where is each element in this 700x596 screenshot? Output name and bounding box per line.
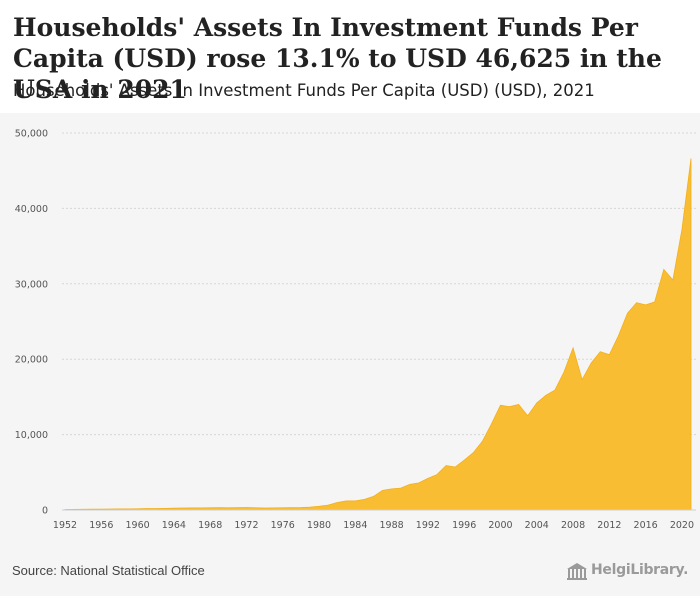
x-tick-label: 2004: [525, 520, 549, 531]
x-tick-label: 1964: [162, 520, 186, 531]
x-tick-label: 1968: [198, 520, 222, 531]
area-series: [64, 158, 692, 511]
y-tick-label: 20,000: [15, 355, 48, 366]
x-tick-label: 1996: [452, 520, 476, 531]
y-tick-label: 0: [42, 506, 48, 517]
header: Households' Assets In Investment Funds P…: [0, 0, 700, 113]
x-tick-label: 1956: [89, 520, 113, 531]
building-icon: [567, 563, 587, 580]
x-tick-label: 2012: [597, 520, 621, 531]
chart-subtitle: Households' Assets In Investment Funds P…: [13, 81, 595, 100]
helgi-library-logo[interactable]: HelgiLibrary.: [566, 560, 692, 584]
x-tick-label: 1988: [380, 520, 404, 531]
y-tick-label: 50,000: [15, 129, 48, 140]
x-tick-label: 2020: [670, 520, 694, 531]
area-chart: 0 10,000 20,000 30,000 40,000 50,000 1952 1956 1…: [15, 129, 696, 531]
chart-area: 0 10,000 20,000 30,000 40,000 50,000 1952 1956 1…: [0, 113, 700, 596]
x-tick-label: 1960: [125, 520, 149, 531]
x-tick-label: 1980: [307, 520, 331, 531]
x-tick-label: 2000: [488, 520, 512, 531]
x-tick-label: 1976: [271, 520, 295, 531]
x-tick-label: 1992: [416, 520, 440, 531]
y-tick-label: 30,000: [15, 279, 48, 290]
x-tick-label: 2008: [561, 520, 585, 531]
x-tick-label: 1984: [343, 520, 367, 531]
source-note: Source: National Statistical Office: [12, 563, 205, 578]
x-tick-label: 1952: [53, 520, 77, 531]
x-tick-label: 1972: [234, 520, 258, 531]
page-title: Households' Assets In Investment Funds P…: [13, 13, 662, 104]
y-tick-label: 10,000: [15, 430, 48, 441]
x-tick-label: 2016: [634, 520, 658, 531]
logo-text: HelgiLibrary.: [591, 562, 689, 578]
y-tick-label: 40,000: [15, 204, 48, 215]
